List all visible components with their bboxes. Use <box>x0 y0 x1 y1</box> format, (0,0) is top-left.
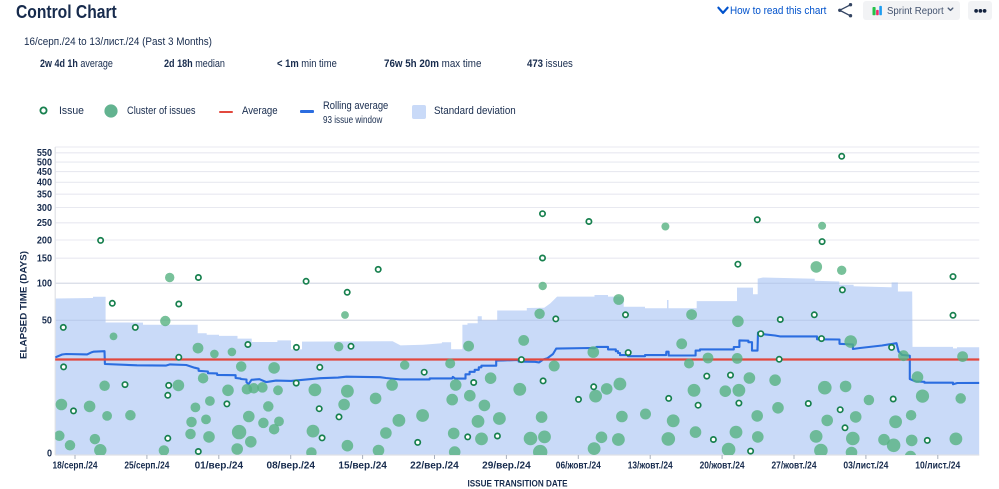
svg-text:15/вер./24: 15/вер./24 <box>338 461 387 472</box>
svg-text:29/вер./24: 29/вер./24 <box>482 461 531 472</box>
svg-text:150: 150 <box>37 254 52 265</box>
svg-text:03/лист./24: 03/лист./24 <box>843 461 888 472</box>
svg-text:300: 300 <box>37 203 52 214</box>
svg-text:18/серп./24: 18/серп./24 <box>53 461 98 472</box>
svg-text:400: 400 <box>37 178 52 189</box>
svg-text:50: 50 <box>42 316 52 327</box>
svg-text:06/жовт./24: 06/жовт./24 <box>556 461 601 472</box>
svg-text:550: 550 <box>37 148 52 159</box>
svg-text:500: 500 <box>37 158 52 169</box>
svg-text:01/вер./24: 01/вер./24 <box>195 461 244 472</box>
svg-text:13/жовт./24: 13/жовт./24 <box>628 461 673 472</box>
svg-text:ISSUE TRANSITION DATE: ISSUE TRANSITION DATE <box>468 479 568 489</box>
svg-text:08/вер./24: 08/вер./24 <box>267 461 316 472</box>
svg-text:200: 200 <box>37 235 52 246</box>
svg-text:250: 250 <box>37 218 52 229</box>
svg-text:25/серп./24: 25/серп./24 <box>124 461 169 472</box>
svg-text:450: 450 <box>37 167 52 178</box>
svg-text:ELAPSED TIME (DAYS): ELAPSED TIME (DAYS) <box>19 251 29 359</box>
svg-text:350: 350 <box>37 190 52 201</box>
svg-text:0: 0 <box>47 448 52 459</box>
svg-text:10/лист./24: 10/лист./24 <box>915 461 960 472</box>
svg-text:100: 100 <box>37 279 52 290</box>
svg-text:20/жовт./24: 20/жовт./24 <box>700 461 745 472</box>
svg-text:22/вер./24: 22/вер./24 <box>410 461 459 472</box>
svg-text:27/жовт./24: 27/жовт./24 <box>772 461 817 472</box>
